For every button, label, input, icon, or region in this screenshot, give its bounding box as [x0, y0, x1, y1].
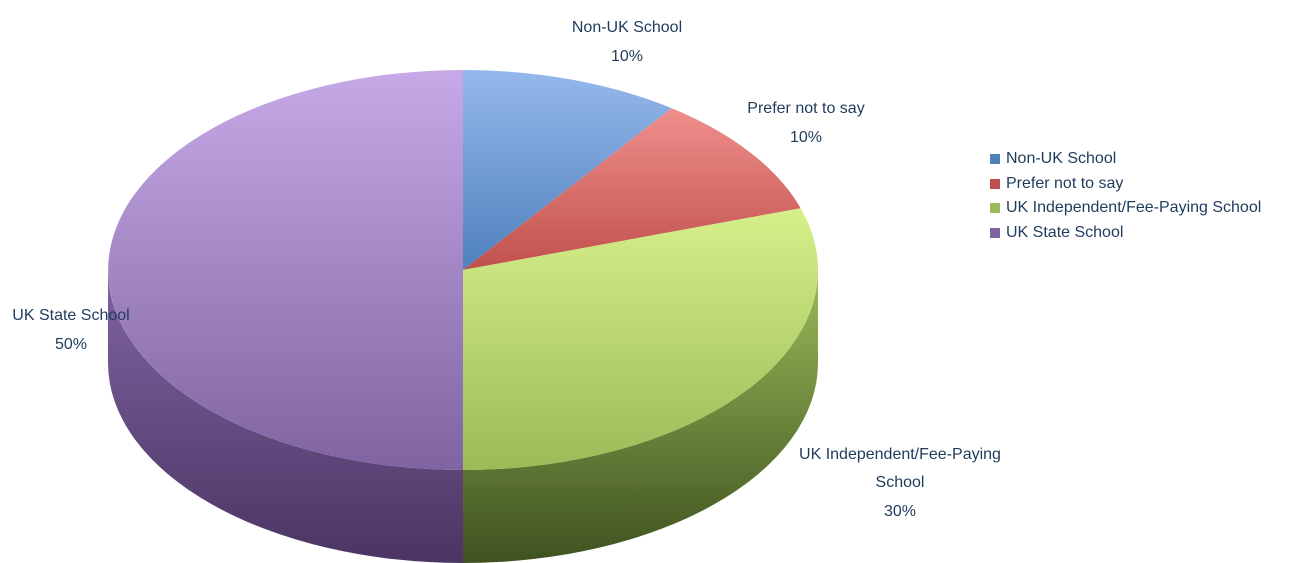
slice-label-name-uk-independent-line1: UK Independent/Fee-Paying: [799, 446, 1001, 463]
legend-label-uk-state: UK State School: [1006, 223, 1124, 241]
legend-swatch-prefer-not: [990, 178, 1000, 189]
legend-item-prefer-not: Prefer not to say: [990, 172, 1290, 197]
pie-sides: [108, 270, 818, 563]
slice-label-name-non-uk: Non-UK School: [572, 19, 682, 36]
legend-swatch-uk-independent: [990, 203, 1000, 214]
legend-item-uk-state: UK State School: [990, 221, 1290, 246]
pie-labels: Non-UK School 10% Prefer not to say 10% …: [12, 19, 1001, 520]
slice-label-name-uk-independent-line2: School: [876, 474, 925, 491]
legend-label-uk-independent: UK Independent/Fee-Paying School: [1006, 199, 1262, 217]
slice-label-name-prefer-not: Prefer not to say: [747, 100, 864, 117]
legend-item-non-uk: Non-UK School: [990, 147, 1290, 172]
slice-label-name-uk-state: UK State School: [12, 307, 129, 324]
pie-slice-uk-state-school: [108, 70, 463, 470]
slice-label-value-non-uk: 10%: [611, 48, 643, 65]
legend-swatch-uk-state: [990, 227, 1000, 238]
pie-slice-non-uk-school: [463, 70, 672, 270]
chart-legend: Non-UK School Prefer not to say UK Indep…: [990, 147, 1290, 245]
slice-label-value-prefer-not: 10%: [790, 129, 822, 146]
slice-label-value-uk-state: 50%: [55, 336, 87, 353]
slice-label-value-uk-independent: 30%: [884, 503, 916, 520]
pie-slice-prefer-not-to-say: [463, 108, 801, 271]
legend-label-non-uk: Non-UK School: [1006, 150, 1117, 168]
legend-label-prefer-not: Prefer not to say: [1006, 174, 1124, 192]
pie-side-uk-state-school: [108, 270, 463, 563]
pie-slice-uk-independent-fee-paying-school: [463, 208, 818, 470]
legend-item-uk-independent: UK Independent/Fee-Paying School: [990, 196, 1290, 221]
pie-tops: [108, 70, 818, 470]
legend-swatch-non-uk: [990, 154, 1000, 165]
pie-side-uk-independent-fee-paying-school: [463, 270, 818, 563]
